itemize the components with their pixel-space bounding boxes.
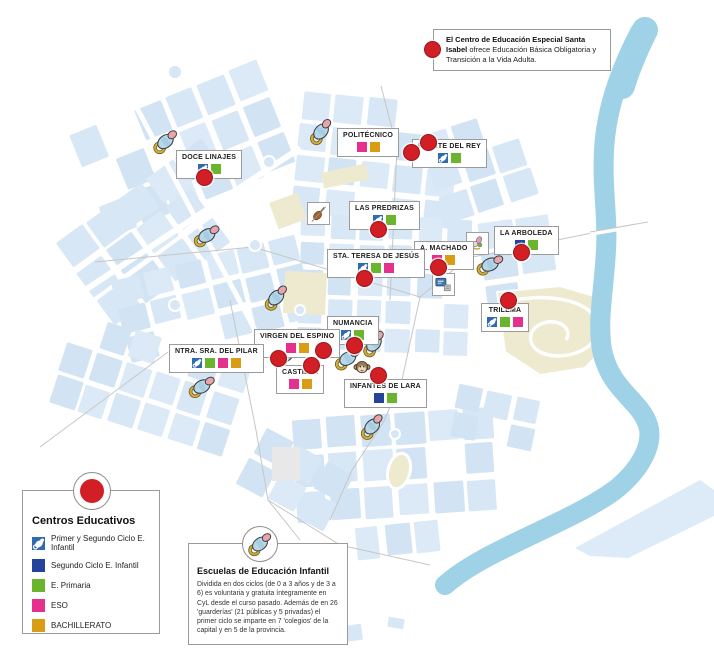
legend-label: Segundo Ciclo E. Infantil	[51, 561, 139, 570]
level-square-primaria	[500, 317, 510, 327]
legend-square-ciclo2	[32, 559, 45, 572]
level-square-bach	[301, 379, 312, 389]
level-square-ciclo2	[373, 393, 384, 403]
school-name: CASTILLA	[282, 369, 319, 376]
school-name: NTRA. SRA. DEL PILAR	[175, 348, 258, 355]
legend-label: ESO	[51, 601, 68, 610]
level-square-ciclo12	[358, 263, 369, 273]
special-ed-info-rest: ofrece Educación Básica Obligatoria y Tr…	[446, 44, 597, 64]
school-name: VIRGEN DEL ESPINO	[260, 333, 335, 340]
school-name: DOCE LINAJES	[182, 154, 237, 161]
school-dot-fuente-del-rey[interactable]	[402, 143, 420, 161]
school-dot-virgen-del-espino[interactable]	[314, 341, 332, 359]
legend-label: BACHILLERATO	[51, 621, 112, 630]
school-label-ntra-sra-del-pilar[interactable]: NTRA. SRA. DEL PILAR	[169, 344, 264, 373]
school-name: LAS PREDRIZAS	[355, 205, 414, 212]
level-square-ciclo12	[487, 317, 497, 327]
legend-item-bach: BACHILLERATO	[32, 619, 159, 632]
infantil-info-box: Escuelas de Educación Infantil Dividida …	[188, 526, 348, 645]
legend-item-ciclo12: Primer y Segundo Ciclo E. Infantil	[32, 534, 159, 552]
legend-square-primaria	[32, 579, 45, 592]
level-square-bach	[369, 142, 380, 152]
school-dot-doce-linajes[interactable]	[195, 168, 213, 186]
legend-square-eso	[32, 599, 45, 612]
level-square-primaria	[204, 358, 215, 368]
school-dot-sta-teresa-de-jesus[interactable]	[355, 269, 373, 287]
school-name: STA. TERESA DE JESÚS	[333, 253, 420, 260]
level-square-ciclo12	[191, 358, 202, 368]
level-square-primaria	[450, 153, 461, 163]
infantil-box-body: Dividida en dos ciclos (de 0 a 3 años y …	[197, 581, 338, 635]
legend-box: Centros Educativos Primer y Segundo Cicl…	[22, 472, 160, 634]
pacifier-icon	[242, 526, 278, 562]
legend-label: E. Primaria	[51, 581, 91, 590]
legend-title: Centros Educativos	[32, 515, 136, 527]
school-name: LA ARBOLEDA	[500, 230, 553, 237]
level-square-primaria	[354, 330, 365, 340]
special-ed-dot[interactable]	[424, 41, 441, 58]
level-square-primaria	[210, 164, 221, 174]
level-square-eso	[513, 317, 523, 327]
level-square-eso	[217, 358, 228, 368]
school-dot-politecnico[interactable]	[419, 133, 437, 151]
school-name: A. MACHADO	[420, 245, 468, 252]
level-square-eso	[288, 379, 299, 389]
school-dot-ntra-sra-del-pilar[interactable]	[269, 349, 287, 367]
level-square-bach	[445, 255, 456, 265]
school-dot-trilema[interactable]	[499, 291, 517, 309]
school-dot-numancia[interactable]	[345, 336, 363, 354]
legend-square-ciclo12	[32, 536, 45, 550]
level-square-primaria	[527, 240, 538, 250]
legend-square-bach	[32, 619, 45, 632]
level-square-eso	[356, 142, 367, 152]
level-square-bach	[230, 358, 241, 368]
level-square-primaria	[386, 393, 397, 403]
school-dot-las-predrizas[interactable]	[369, 220, 387, 238]
legend-item-primaria: E. Primaria	[32, 579, 159, 592]
level-square-ciclo12	[437, 153, 448, 163]
school-dot-legend-icon	[73, 472, 111, 510]
school-label-sta-teresa-de-jesus[interactable]: STA. TERESA DE JESÚS	[327, 249, 426, 278]
level-square-eso	[285, 343, 296, 353]
level-square-bach	[298, 343, 309, 353]
school-name: INFANTES DE LARA	[350, 383, 421, 390]
legend-item-ciclo2: Segundo Ciclo E. Infantil	[32, 559, 159, 572]
level-square-ciclo12	[373, 215, 383, 225]
school-name: POLITÉCNICO	[343, 132, 394, 139]
school-name: TRILEMA	[488, 307, 522, 314]
school-dot-castilla[interactable]	[302, 356, 320, 374]
level-square-ciclo12	[341, 330, 352, 340]
legend-label: Primer y Segundo Ciclo E. Infantil	[51, 534, 145, 552]
legend-item-eso: ESO	[32, 599, 159, 612]
special-ed-info-box: El Centro de Educación Especial Santa Is…	[433, 29, 611, 71]
school-label-politecnico[interactable]: POLITÉCNICO	[337, 128, 400, 157]
school-dot-la-arboleda[interactable]	[512, 243, 530, 261]
school-label-infantes-de-lara[interactable]: INFANTES DE LARA	[344, 379, 427, 408]
school-dot-a-machado[interactable]	[429, 258, 447, 276]
school-label-numancia[interactable]: NUMANCIA	[327, 316, 379, 345]
infantil-box-title: Escuelas de Educación Infantil	[197, 566, 330, 576]
level-square-primaria	[371, 263, 382, 273]
level-square-eso	[384, 263, 395, 273]
school-name: NUMANCIA	[333, 320, 373, 327]
school-name: FUENTE DEL REY	[418, 143, 481, 150]
school-dot-infantes-de-lara[interactable]	[369, 366, 387, 384]
level-square-primaria	[386, 215, 396, 225]
special-ed-info-bold: El Centro de Educación Especial Santa Is…	[446, 35, 586, 54]
